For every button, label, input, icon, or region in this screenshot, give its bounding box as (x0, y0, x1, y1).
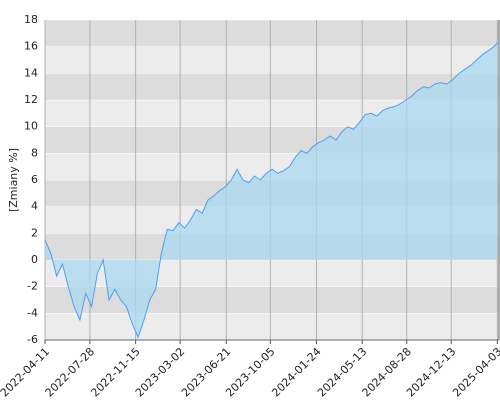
area-fill (45, 42, 498, 338)
y-tick-label: 0 (31, 253, 38, 266)
y-tick-label: 8 (31, 146, 38, 159)
grid-band (45, 46, 499, 74)
grid-band (45, 20, 499, 47)
grid-band (45, 313, 499, 340)
y-tick-label: 16 (24, 40, 38, 53)
x-tick-label: 2025-04-03 (450, 345, 500, 399)
y-tick-label: 2 (31, 226, 38, 239)
y-tick-label: 18 (24, 13, 38, 26)
y-tick-label: -6 (27, 333, 38, 346)
line (44, 42, 498, 339)
y-axis-label: [Zmiany %] (7, 148, 20, 212)
y-tick-label: 4 (31, 200, 38, 213)
y-tick-label: 6 (31, 173, 38, 186)
y-tick-label: 10 (24, 120, 38, 133)
y-tick-label: -4 (27, 306, 38, 319)
y-tick-label: 14 (24, 66, 38, 79)
y-tick-label: 12 (24, 93, 38, 106)
y-tick-label: -2 (27, 280, 38, 293)
